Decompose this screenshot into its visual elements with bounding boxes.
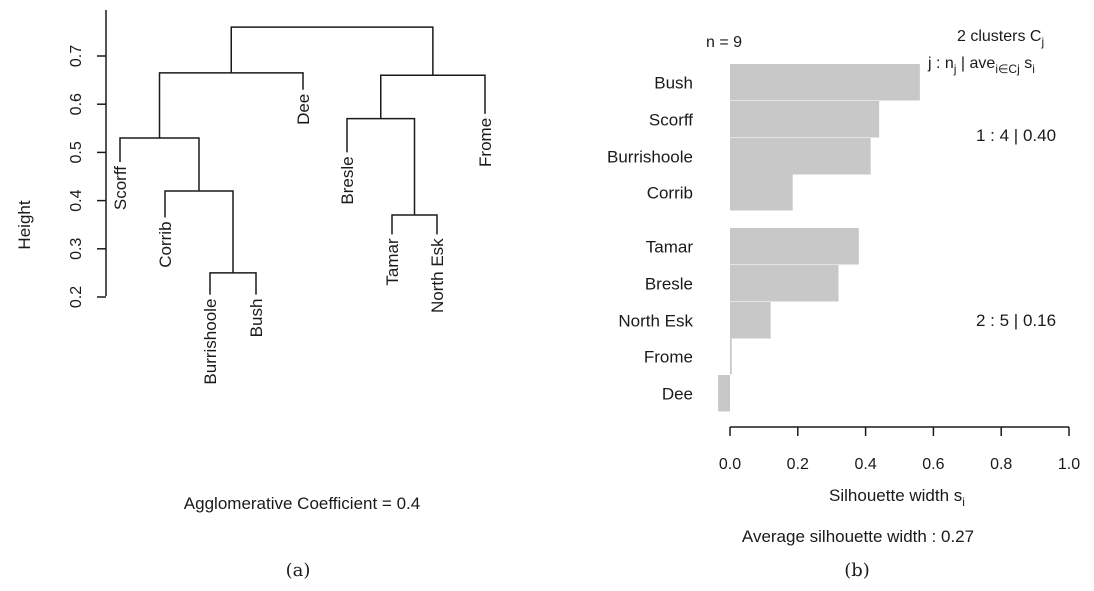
silhouette-category-label: Dee: [662, 384, 693, 403]
silhouette-x-ticks: 0.0 0.2 0.4 0.6 0.8 1.0: [719, 427, 1080, 473]
dendrogram-leaf-label: Frome: [476, 118, 495, 167]
agglomerative-coefficient-caption: Agglomerative Coefficient = 0.4: [184, 494, 420, 513]
silhouette-x-tick-label: 0.4: [854, 456, 876, 473]
dendrogram-y-tick-label: 0.6: [68, 93, 85, 115]
silhouette-bar: [730, 265, 839, 302]
dendrogram-y-ticks: 0.2 0.3 0.4 0.5 0.6 0.7: [68, 45, 106, 308]
silhouette-category-label: Burrishoole: [607, 147, 693, 166]
silhouette-category-label: Bush: [654, 73, 693, 92]
dendrogram-merge-branch: [119, 137, 200, 191]
silhouette-bar: [730, 174, 793, 211]
silhouette-cluster-summary: 2 : 5 | 0.16: [976, 311, 1056, 330]
silhouette-clusters-header: 2 clusters Cj: [957, 28, 1044, 49]
silhouette-x-tick-label: 0.2: [787, 456, 809, 473]
dendrogram-leaf-label: Bresle: [338, 156, 357, 204]
dendrogram-y-tick-label: 0.3: [68, 238, 85, 260]
panel-b-label: (b): [844, 560, 870, 581]
dendrogram-merge-branch: [230, 26, 434, 76]
dendrogram-leaf-label: Tamar: [383, 238, 402, 286]
silhouette-category-label: Bresle: [645, 274, 693, 293]
silhouette-bar: [730, 302, 771, 339]
silhouette-cluster-summary: 1 : 4 | 0.40: [976, 126, 1056, 145]
dendrogram-leaf-label: Corrib: [156, 221, 175, 267]
dendrogram-leaf-label: Scorff: [111, 166, 130, 210]
silhouette-bars: [718, 64, 920, 412]
dendrogram-y-tick-label: 0.7: [68, 45, 85, 67]
silhouette-category-label: Tamar: [646, 237, 694, 256]
silhouette-x-tick-label: 1.0: [1058, 456, 1080, 473]
silhouette-category-label: North Esk: [618, 311, 693, 330]
silhouette-bar: [730, 138, 871, 175]
dendrogram-merge-branch: [391, 214, 438, 235]
silhouette-columns-header: j : nj | avei∈Cj si: [927, 55, 1035, 76]
dendrogram-merge-branch: [380, 74, 486, 119]
silhouette-x-tick-label: 0.8: [990, 456, 1012, 473]
silhouette-bar: [730, 228, 859, 265]
dendrogram-merge-branch: [346, 117, 416, 216]
silhouette-bar: [718, 375, 730, 412]
dendrogram-leaf-label: Burrishoole: [201, 299, 220, 385]
dendrogram-y-tick-label: 0.4: [68, 189, 85, 211]
dendrogram-merge-branch: [164, 190, 234, 273]
silhouette-x-tick-label: 0.0: [719, 456, 741, 473]
silhouette-category-labels: Bush Scorff Burrishoole Corrib Tamar Bresle No…: [607, 73, 693, 403]
silhouette-bar: [730, 64, 920, 101]
silhouette-cluster-summaries: 1 : 4 | 0.40 2 : 5 | 0.16: [976, 126, 1056, 330]
silhouette-category-label: Corrib: [647, 183, 693, 202]
silhouette-category-label: Scorff: [649, 110, 693, 129]
silhouette-category-label: Frome: [644, 347, 693, 366]
silhouette-panel: n = 9 2 clusters Cj j : nj | avei∈Cj si …: [607, 28, 1080, 581]
dendrogram-leaf-label: Dee: [294, 94, 313, 125]
silhouette-x-tick-label: 0.6: [922, 456, 944, 473]
dendrogram-y-tick-label: 0.2: [68, 286, 85, 308]
average-silhouette-caption: Average silhouette width : 0.27: [742, 527, 974, 546]
dendrogram-y-tick-label: 0.5: [68, 141, 85, 163]
dendrogram-panel: 0.2 0.3 0.4 0.5 0.6 0.7 Height Scorff Corrib Bu…: [15, 10, 495, 581]
silhouette-n-label: n = 9: [706, 34, 742, 51]
dendrogram-leaf-label: North Esk: [428, 238, 447, 313]
silhouette-x-axis-label: Silhouette width si: [829, 486, 965, 509]
panel-a-label: (a): [286, 560, 311, 581]
dendrogram-merge-branch: [209, 272, 257, 295]
silhouette-bar: [730, 101, 880, 138]
silhouette-bar: [730, 338, 732, 375]
dendrogram-y-axis-label: Height: [15, 200, 34, 249]
dendrogram-branches: [119, 26, 486, 295]
dendrogram-merge-branch: [158, 72, 304, 138]
dendrogram-leaf-label: Bush: [247, 299, 266, 338]
dendrogram-leaf-labels: Scorff Corrib Burrishoole Bush Dee Bresle Tama…: [111, 94, 495, 385]
